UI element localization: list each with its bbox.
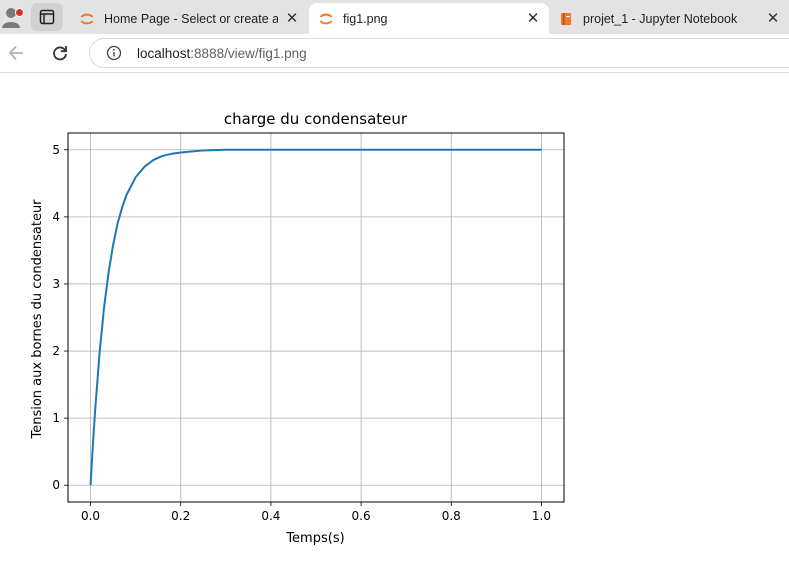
series-layer (89, 148, 542, 486)
y-tick-label: 4 (52, 210, 60, 224)
url-text[interactable]: localhost:8888/view/fig1.png (137, 46, 307, 61)
x-tick-label: 1.0 (532, 509, 551, 523)
tab-strip: Home Page - Select or create a notebook … (0, 0, 789, 34)
reload-button[interactable] (46, 39, 74, 67)
x-tick-label: 0.6 (352, 509, 371, 523)
url-host: localhost (137, 46, 191, 61)
reload-icon (53, 46, 67, 61)
address-bar[interactable]: localhost:8888/view/fig1.png (89, 38, 789, 68)
person-icon (2, 8, 20, 28)
tab-list-icon (39, 9, 55, 25)
y-tick-label: 2 (52, 344, 60, 358)
x-tick-label: 0.2 (171, 509, 190, 523)
browser-toolbar: localhost:8888/view/fig1.png (0, 34, 789, 73)
tab-fig1[interactable]: fig1.png ✕ (309, 3, 549, 34)
tab-title: projet_1 - Jupyter Notebook (583, 11, 738, 26)
x-tick-label: 0.0 (81, 509, 100, 523)
y-axis-label: Tension aux bornes du condensateur (30, 199, 45, 440)
tab-home-page[interactable]: Home Page - Select or create a notebook … (70, 3, 308, 34)
y-tick-label: 0 (52, 478, 60, 492)
back-button[interactable] (2, 39, 30, 67)
series-line (89, 148, 542, 486)
x-tick-label: 0.4 (261, 509, 280, 523)
image-viewport: 0.0 0.2 0.4 0.6 0.8 1.0 0 1 2 3 4 5 charge du conde… (0, 73, 789, 562)
y-tick-label: 1 (52, 411, 60, 425)
ticks: 0.0 0.2 0.4 0.6 0.8 1.0 0 1 2 3 4 5 (52, 143, 551, 523)
grid (68, 133, 564, 502)
chart-title: charge du condensateur (224, 110, 408, 128)
notebook-icon (561, 12, 571, 25)
close-icon[interactable]: ✕ (526, 9, 540, 27)
jupyter-icon (319, 13, 333, 24)
line-chart: 0.0 0.2 0.4 0.6 0.8 1.0 0 1 2 3 4 5 charge du conde… (30, 110, 565, 546)
tab-title: Home Page - Select or create a notebook (104, 11, 278, 26)
y-tick-label: 5 (52, 143, 60, 157)
back-arrow-icon (8, 45, 23, 61)
info-icon[interactable] (106, 45, 122, 61)
close-icon[interactable]: ✕ (766, 9, 780, 27)
notification-dot (15, 8, 24, 17)
profile-avatar[interactable] (0, 4, 24, 30)
tab-title: fig1.png (343, 11, 388, 26)
tab-projet-1[interactable]: projet_1 - Jupyter Notebook ✕ (549, 3, 789, 34)
tab-actions-button[interactable] (31, 3, 63, 31)
url-path: :8888/view/fig1.png (190, 46, 307, 61)
y-tick-label: 3 (52, 277, 60, 291)
x-axis-label: Temps(s) (285, 531, 344, 546)
axes-frame (67, 132, 565, 503)
close-icon[interactable]: ✕ (285, 9, 299, 27)
x-tick-label: 0.8 (442, 509, 461, 523)
jupyter-icon (80, 13, 94, 24)
